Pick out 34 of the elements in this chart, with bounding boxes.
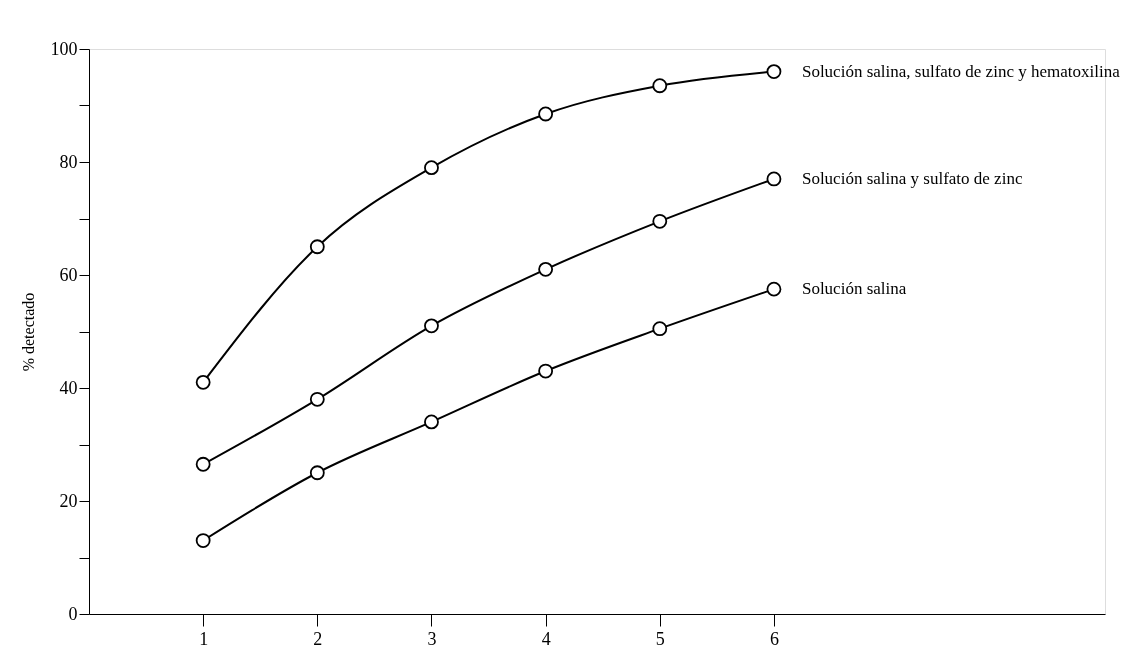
point: [195, 456, 211, 472]
point: [538, 363, 554, 379]
point: [195, 374, 211, 390]
point: [652, 321, 668, 337]
y-tick-label: 60: [59, 264, 78, 285]
y-tick-label: 0: [68, 603, 78, 624]
x-tick-label: 2: [313, 628, 323, 649]
point: [538, 261, 554, 277]
point: [766, 64, 782, 80]
point: [309, 465, 325, 481]
y-tick-label: 100: [50, 38, 78, 59]
series-label: Solución salina, sulfato de zinc y hematoxilina: [801, 61, 1121, 81]
y-tick-label: 40: [59, 377, 78, 398]
x-tick-label: 5: [655, 628, 665, 649]
y-axis-title: % detectado: [19, 292, 37, 372]
y-tick-label: 20: [59, 490, 78, 511]
x-tick-label: 1: [199, 628, 209, 649]
point: [424, 160, 439, 176]
point: [195, 533, 211, 548]
series-label: Solución salina y sulfato de zinc: [801, 168, 1023, 188]
x-tick-label: 6: [769, 628, 779, 649]
point: [652, 78, 668, 94]
point: [766, 171, 782, 187]
series-label: Solución salina: [801, 279, 907, 299]
point: [309, 391, 325, 407]
point: [766, 281, 782, 297]
y-tick-label: 80: [59, 151, 78, 172]
x-tick-label: 4: [541, 628, 551, 649]
x-tick-label: 3: [427, 628, 437, 649]
point: [309, 239, 325, 255]
point: [424, 414, 439, 430]
point: [424, 318, 439, 334]
point: [652, 213, 668, 229]
point: [538, 106, 554, 122]
